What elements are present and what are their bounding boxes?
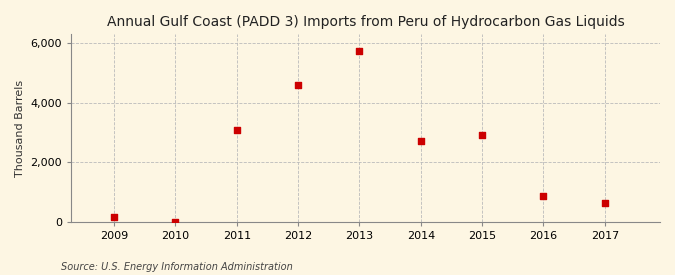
Point: [415, 139, 426, 144]
Point: [538, 194, 549, 198]
Title: Annual Gulf Coast (PADD 3) Imports from Peru of Hydrocarbon Gas Liquids: Annual Gulf Coast (PADD 3) Imports from …: [107, 15, 624, 29]
Point: [170, 219, 181, 224]
Point: [293, 83, 304, 87]
Y-axis label: Thousand Barrels: Thousand Barrels: [15, 79, 25, 177]
Text: Source: U.S. Energy Information Administration: Source: U.S. Energy Information Administ…: [61, 262, 292, 272]
Point: [477, 133, 487, 138]
Point: [599, 201, 610, 205]
Point: [354, 48, 365, 53]
Point: [232, 127, 242, 132]
Point: [109, 214, 119, 219]
